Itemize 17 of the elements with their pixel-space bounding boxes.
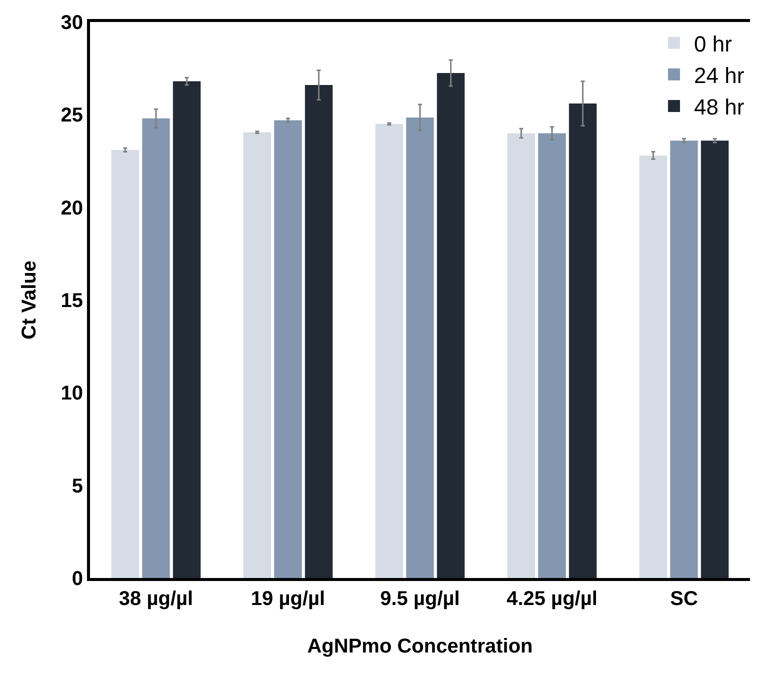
y-tick-label: 5: [72, 475, 83, 498]
y-tick-label: 20: [60, 197, 83, 220]
legend-label: 0 hr: [694, 31, 732, 56]
x-tick-label: 38 µg/µl: [118, 588, 194, 610]
y-tick-label: 0: [72, 568, 83, 590]
y-axis-title: Ct Value: [18, 260, 40, 340]
y-tick-label: 10: [60, 382, 83, 405]
legend-label: 24 hr: [694, 62, 744, 88]
x-tick-label: 4.25 µg/µl: [506, 588, 598, 610]
y-tick-label: 30: [60, 12, 83, 34]
x-tick-label: SC: [670, 588, 698, 610]
legend-label: 48 hr: [694, 94, 744, 120]
x-tick-label: 19 µg/µl: [250, 588, 326, 610]
y-tick-label: 25: [60, 104, 83, 127]
x-tick-label: 9.5 µg/µl: [380, 588, 460, 610]
y-tick-label: 15: [60, 290, 83, 312]
x-axis-title: AgNPmo Concentration: [307, 636, 533, 658]
